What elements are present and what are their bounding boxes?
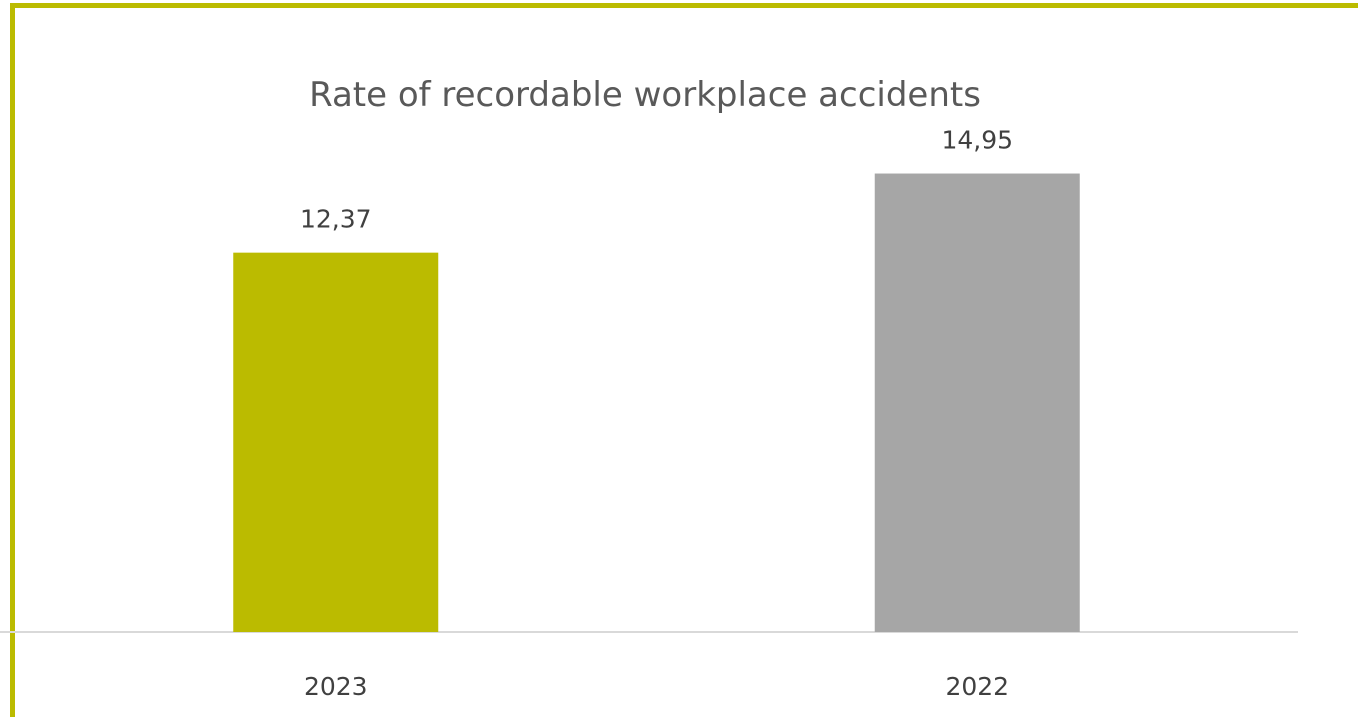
- data-label-2022: 14,95: [941, 126, 1013, 155]
- bar-2022: [874, 173, 1080, 633]
- frame-border-top: [10, 3, 1358, 8]
- x-tick-label-2023: 2023: [304, 672, 368, 701]
- chart-title: Rate of recordable workplace accidents: [309, 75, 981, 115]
- bars-layer: 12,37 2023 14,95 2022: [233, 126, 1080, 701]
- frame-border-left: [10, 3, 15, 717]
- bar-2023: [233, 252, 439, 633]
- x-tick-label-2022: 2022: [945, 672, 1009, 701]
- data-label-2023: 12,37: [300, 205, 372, 234]
